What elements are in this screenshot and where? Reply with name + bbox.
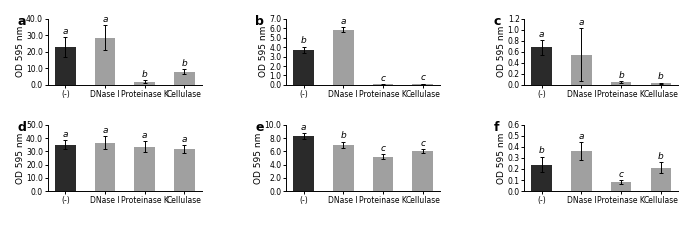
Bar [571,55,592,85]
Text: a: a [142,131,147,140]
Bar [174,149,195,191]
Text: c: c [420,139,425,148]
Text: c: c [619,170,623,179]
Text: a: a [102,15,108,24]
Bar [333,30,353,85]
Y-axis label: OD 595 nm: OD 595 nm [259,26,268,78]
Bar [174,72,195,85]
Bar [333,145,353,191]
Text: b: b [658,72,664,81]
Text: a: a [62,130,68,139]
Bar [651,168,671,191]
Text: a: a [62,27,68,36]
Text: a: a [579,18,584,27]
Y-axis label: OD 595 nm: OD 595 nm [254,132,263,184]
Bar [532,47,552,85]
Text: a: a [102,126,108,135]
Text: b: b [539,147,545,155]
Text: d: d [17,121,26,134]
Text: c: c [420,73,425,82]
Bar [134,147,155,191]
Text: a: a [301,123,306,132]
Bar [571,151,592,191]
Text: a: a [539,30,545,39]
Bar [55,47,75,85]
Text: a: a [17,15,26,28]
Bar [412,151,433,191]
Bar [412,84,433,85]
Y-axis label: OD 595 nm: OD 595 nm [16,132,25,184]
Bar [293,50,314,85]
Text: b: b [619,71,624,80]
Text: f: f [494,121,499,134]
Y-axis label: OD 595 nm: OD 595 nm [497,26,506,78]
Text: a: a [340,17,346,26]
Text: a: a [182,135,187,144]
Text: b: b [658,152,664,161]
Text: a: a [579,132,584,141]
Text: c: c [380,74,386,83]
Text: b: b [142,70,147,79]
Bar [611,182,632,191]
Bar [134,82,155,85]
Bar [532,164,552,191]
Bar [95,38,115,85]
Text: b: b [340,131,346,140]
Text: c: c [494,15,501,28]
Text: b: b [301,36,306,45]
Bar [651,83,671,85]
Y-axis label: OD 595 nm: OD 595 nm [497,132,506,184]
Text: b: b [256,15,264,28]
Text: e: e [256,121,264,134]
Bar [95,143,115,191]
Bar [373,157,393,191]
Text: b: b [182,59,187,68]
Bar [611,82,632,85]
Text: c: c [380,144,386,153]
Bar [55,145,75,191]
Bar [293,136,314,191]
Y-axis label: OD 595 nm: OD 595 nm [16,26,25,78]
